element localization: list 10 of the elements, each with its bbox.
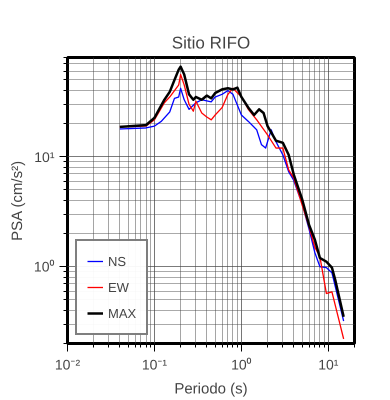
legend-label: MAX: [108, 306, 136, 320]
x-tick-label: 10⁻²: [54, 356, 80, 372]
legend-label: NS: [108, 254, 128, 268]
x-axis-title: Periodo (s): [174, 380, 248, 398]
y-axis-title: PSA (cm/s²): [8, 160, 26, 241]
x-tick-label: 10⁻¹: [142, 356, 168, 372]
x-tick-label: 10¹: [318, 356, 339, 372]
legend-label: EW: [108, 280, 129, 294]
x-tick-label: 10⁰: [231, 356, 252, 372]
chart-title: Sitio RIFO: [172, 34, 250, 52]
